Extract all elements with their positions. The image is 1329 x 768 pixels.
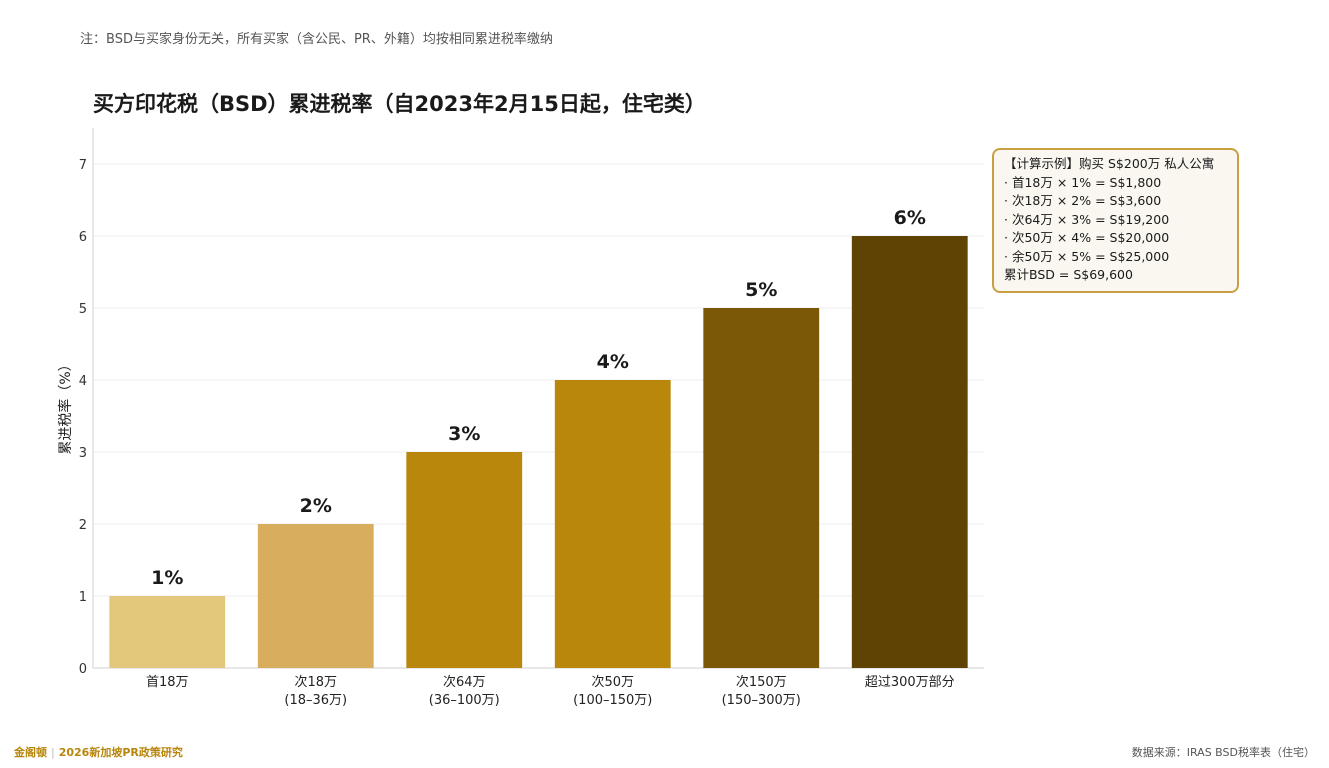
callout-line: · 次18万 × 2% = S$3,600 [1004, 193, 1162, 208]
bar-value-label: 5% [745, 279, 777, 301]
y-tick-label: 6 [79, 230, 87, 245]
callout-line: 累计BSD = S$69,600 [1004, 267, 1133, 282]
footer-brand: 金阁顿 | 2026新加坡PR政策研究 [14, 744, 183, 760]
y-tick-label: 4 [79, 374, 87, 389]
x-tick-label: (150–300万) [722, 693, 801, 708]
callout-line: · 次50万 × 4% = S$20,000 [1004, 230, 1170, 245]
bar [851, 236, 968, 668]
bar-value-label: 6% [894, 207, 926, 229]
bar-value-label: 3% [448, 423, 480, 445]
calculation-example-box: 【计算示例】购买 S$200万 私人公寓 · 首18万 × 1% = S$1,8… [992, 148, 1239, 293]
chart-note: 注：BSD与买家身份无关，所有买家（含公民、PR、外籍）均按相同累进税率缴纳 [80, 32, 553, 47]
y-tick-label: 2 [79, 518, 87, 533]
y-tick-label: 5 [79, 302, 87, 317]
callout-line: 【计算示例】购买 S$200万 私人公寓 [1004, 156, 1215, 171]
bar-value-label: 2% [300, 495, 332, 517]
bar [109, 596, 226, 668]
y-axis-label: 累进税率（%） [57, 357, 74, 454]
x-tick-label: (36–100万) [429, 693, 500, 708]
bar-value-label: 4% [597, 351, 629, 373]
bar [257, 524, 374, 668]
x-tick-label: 次64万 [443, 674, 486, 690]
x-tick-label: 首18万 [146, 675, 189, 690]
chart-title: 买方印花税（BSD）累进税率（自2023年2月15日起，住宅类） [93, 92, 706, 116]
data-source: 数据来源：IRAS BSD税率表（住宅） [1131, 746, 1315, 759]
x-tick-label: (100–150万) [573, 693, 652, 708]
footer-separator: | [51, 746, 55, 759]
bar-value-label: 1% [151, 567, 183, 589]
x-tick-label: 次18万 [294, 674, 337, 690]
y-tick-label: 1 [79, 590, 87, 605]
x-tick-label: 次50万 [591, 674, 634, 690]
y-tick-label: 0 [79, 662, 87, 677]
bar [554, 380, 671, 668]
callout-line: · 次64万 × 3% = S$19,200 [1004, 211, 1170, 227]
y-tick-label: 7 [79, 158, 87, 173]
x-tick-label: (18–36万) [284, 693, 347, 708]
y-tick-label: 3 [79, 446, 87, 461]
bar [703, 308, 820, 668]
x-tick-label: 超过300万部分 [865, 675, 955, 690]
bar [406, 452, 523, 668]
report-name: 2026新加坡PR政策研究 [58, 746, 183, 759]
brand-name: 金阁顿 [14, 746, 47, 759]
x-tick-label: 次150万 [736, 674, 787, 690]
callout-line: · 首18万 × 1% = S$1,800 [1004, 174, 1162, 190]
callout-line: · 余50万 × 5% = S$25,000 [1004, 248, 1170, 264]
